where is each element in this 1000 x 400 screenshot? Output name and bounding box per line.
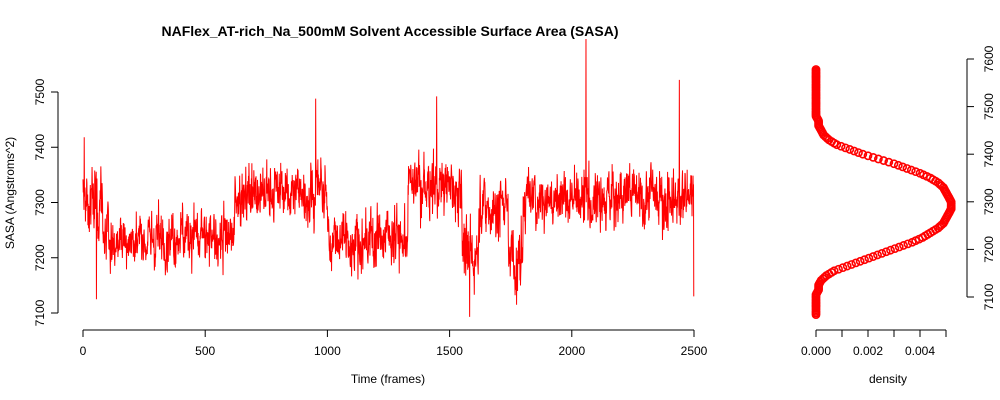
density-point bbox=[851, 258, 861, 268]
density-point bbox=[847, 260, 856, 269]
density-point bbox=[849, 146, 859, 156]
density-y-tick-label: 7600 bbox=[982, 45, 996, 72]
density-x-tick-label: 0.004 bbox=[905, 344, 935, 358]
density-point bbox=[889, 159, 899, 169]
density-point bbox=[884, 157, 894, 167]
density-point bbox=[860, 255, 869, 265]
timeseries-y-tick-label: 7500 bbox=[33, 78, 47, 105]
timeseries-panel: 7100 7200 7300 7400 7500 0 500 1000 1500 2000 250… bbox=[3, 38, 708, 386]
timeseries-y-tick-label: 7300 bbox=[33, 189, 47, 216]
density-y-axis: 7100 7200 7300 7400 7500 7600 bbox=[966, 45, 996, 310]
timeseries-x-tick-label: 1000 bbox=[314, 344, 341, 358]
density-y-tick-label: 7200 bbox=[982, 236, 996, 263]
density-x-tick-label: 0.000 bbox=[801, 344, 831, 358]
timeseries-x-axis-label: Time (frames) bbox=[351, 372, 425, 386]
timeseries-y-axis-label: SASA (Angstroms^2) bbox=[3, 137, 17, 249]
timeseries-x-tick-label: 2500 bbox=[681, 344, 708, 358]
density-y-tick-label: 7400 bbox=[982, 141, 996, 168]
density-point bbox=[890, 244, 900, 254]
density-point bbox=[841, 143, 850, 153]
density-points bbox=[811, 65, 956, 320]
density-point bbox=[834, 264, 843, 274]
density-point bbox=[811, 65, 821, 74]
timeseries-x-tick-label: 2000 bbox=[558, 344, 585, 358]
density-x-tick-label: 0.002 bbox=[853, 344, 883, 358]
density-point bbox=[886, 245, 895, 255]
timeseries-y-tick-label: 7100 bbox=[33, 299, 47, 326]
density-point bbox=[855, 256, 865, 266]
timeseries-x-tick-label: 500 bbox=[195, 344, 215, 358]
timeseries-y-axis: 7100 7200 7300 7400 7500 bbox=[33, 78, 59, 326]
density-point bbox=[903, 239, 913, 249]
density-point bbox=[858, 149, 868, 159]
density-point bbox=[868, 252, 878, 261]
timeseries-x-tick-label: 1500 bbox=[436, 344, 463, 358]
density-x-axis-label: density bbox=[869, 372, 907, 386]
density-point bbox=[899, 241, 908, 250]
chart-title: NAFlex_AT-rich_Na_500mM Solvent Accessib… bbox=[162, 23, 619, 39]
density-point bbox=[898, 162, 908, 172]
density-point bbox=[854, 148, 863, 158]
density-y-tick-label: 7100 bbox=[982, 283, 996, 310]
timeseries-x-tick-label: 0 bbox=[80, 344, 87, 358]
density-point bbox=[838, 263, 848, 273]
density-point bbox=[915, 168, 925, 178]
timeseries-x-axis: 0 500 1000 1500 2000 2500 bbox=[80, 329, 708, 358]
density-point bbox=[881, 247, 891, 257]
density-point bbox=[836, 141, 846, 151]
density-panel: 0.000 0.002 0.004 7100 7200 7300 7400 7500 7600… bbox=[801, 45, 996, 386]
density-y-tick-label: 7500 bbox=[982, 93, 996, 120]
density-point bbox=[829, 266, 839, 276]
density-x-axis: 0.000 0.002 0.004 bbox=[801, 329, 947, 358]
density-point bbox=[873, 250, 882, 260]
density-point bbox=[863, 151, 873, 161]
density-point bbox=[877, 248, 887, 258]
density-point bbox=[902, 164, 912, 173]
timeseries-y-tick-label: 7200 bbox=[33, 244, 47, 271]
sasa-series-line bbox=[82, 38, 695, 317]
density-point bbox=[906, 165, 916, 175]
density-y-tick-label: 7300 bbox=[982, 188, 996, 215]
density-point bbox=[845, 145, 855, 154]
timeseries-y-tick-label: 7400 bbox=[33, 134, 47, 161]
density-point bbox=[879, 156, 888, 165]
density-point bbox=[894, 242, 904, 252]
density-point bbox=[911, 167, 921, 177]
density-point bbox=[864, 253, 874, 263]
density-point bbox=[893, 160, 903, 170]
density-point bbox=[868, 152, 878, 162]
density-point bbox=[874, 154, 883, 164]
density-point bbox=[842, 261, 852, 271]
